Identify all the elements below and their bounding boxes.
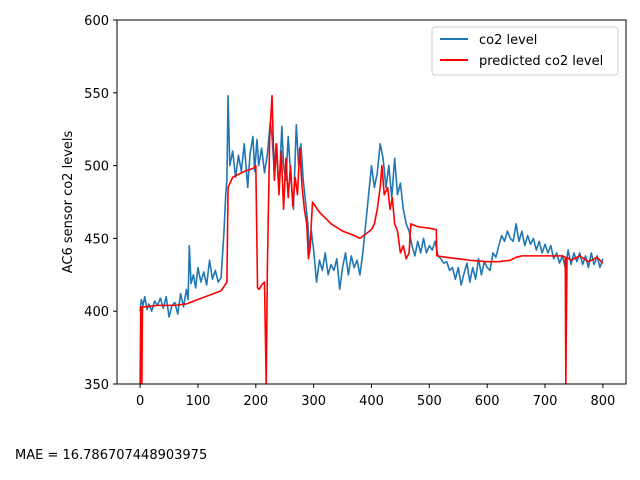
y-tick-label: 600 [84, 14, 109, 29]
y-tick-label: 400 [84, 305, 109, 320]
y-tick-label: 550 [84, 87, 109, 102]
y-tick-label: 450 [84, 232, 109, 247]
x-tick-label: 300 [301, 394, 326, 409]
y-tick-label: 500 [84, 160, 109, 175]
x-tick-label: 200 [243, 394, 268, 409]
legend-box [431, 26, 619, 76]
legend-label-predicted-co2-level: predicted co2 level [479, 54, 603, 69]
series-line-co2-level [139, 94, 604, 318]
x-tick-label: 800 [590, 394, 615, 409]
y-axis-label: AC6 sensor co2 levels [61, 131, 76, 274]
mae-annotation: MAE = 16.786707448903975 [15, 448, 208, 463]
x-tick-label: 700 [533, 394, 558, 409]
x-tick-label: 0 [136, 394, 144, 409]
series-line-predicted-co2-level [139, 94, 604, 384]
x-tick-label: 500 [417, 394, 442, 409]
x-tick-label: 600 [475, 394, 500, 409]
plot-series-layer [139, 94, 604, 384]
legend-label-co2-level: co2 level [479, 33, 537, 48]
x-tick-label: 400 [359, 394, 384, 409]
legend: co2 level predicted co2 level [431, 26, 619, 76]
x-axis: 0 100 200 300 400 500 600 700 800 [136, 384, 615, 409]
y-axis: 350 400 450 500 550 600 [84, 14, 117, 393]
y-tick-label: 350 [84, 378, 109, 393]
x-tick-label: 100 [186, 394, 211, 409]
